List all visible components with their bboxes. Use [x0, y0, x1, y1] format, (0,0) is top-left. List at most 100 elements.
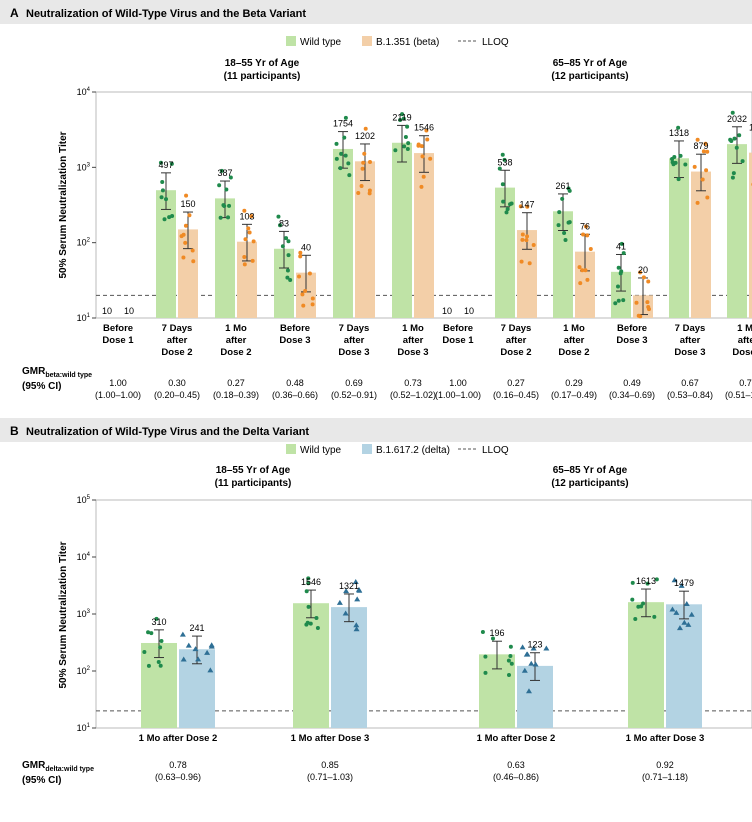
panel-a-gmr-value: 1.00 [449, 378, 467, 388]
panel-a-value-label-wild-type: 41 [616, 241, 626, 251]
panel-a-bar-wild-type [156, 190, 176, 318]
panel-b-point-variant [688, 611, 695, 617]
panel-a-point-wild-type [393, 148, 398, 153]
panel-a-gmr-label: GMRbeta:wild type [22, 366, 92, 379]
panel-b-point-variant [681, 619, 688, 625]
panel-a-x-tick-label: Dose 3 [338, 347, 369, 358]
panel-a-point-wild-type [228, 175, 233, 180]
panel-a-gmr-ci: (0.34–0.69) [609, 390, 655, 400]
panel-a-point-wild-type [221, 203, 226, 208]
panel-a-letter: A [10, 6, 19, 20]
panel-a-y-tick-label: 101 [77, 313, 91, 323]
panel-a-value-label-wild-type: 2119 [392, 112, 411, 122]
panel-a-y-tick-base: 10 [77, 238, 87, 248]
panel-a-point-wild-type [338, 166, 343, 171]
panel-b-value-label-variant: 123 [527, 640, 542, 650]
panel-a-point-variant [705, 195, 710, 200]
panel-b-point-variant [528, 660, 535, 666]
panel-a-point-variant [242, 255, 247, 260]
panel-a-point-variant [181, 255, 186, 260]
legend-a-lloq-label: LLOQ [482, 37, 509, 48]
panel-a-point-variant [242, 208, 247, 213]
panel-b-point-wild-type [314, 616, 319, 621]
panel-a-point-variant [298, 250, 303, 255]
panel-a-point-variant [519, 259, 524, 264]
panel-b-gmr-label: GMRdelta:wild type [22, 760, 94, 773]
panel-a-point-variant [580, 268, 585, 273]
panel-b-point-variant [543, 645, 550, 651]
panel-a-point-variant [701, 149, 706, 154]
panel-a-point-variant [361, 160, 366, 165]
panel-a-point-variant [704, 168, 709, 173]
panel-a-point-wild-type [217, 183, 222, 188]
panel-a-point-variant [424, 128, 429, 133]
panel-a-bar-wild-type [333, 148, 353, 318]
panel-a-gmr-ci: (0.52–0.91) [331, 390, 377, 400]
panel-a-value-label-variant: 150 [180, 199, 195, 209]
panel-a-point-variant [581, 232, 586, 237]
panel-b-point-wild-type [508, 644, 513, 649]
panel-a-point-variant [700, 177, 705, 182]
panel-a-bar-wild-type [611, 271, 631, 318]
panel-b-title: Neutralization of Wild-Type Virus and th… [26, 426, 309, 438]
panel-a-point-wild-type [158, 160, 163, 165]
panel-b-point-wild-type [142, 649, 147, 654]
panel-a-group-young-sub: (11 participants) [224, 71, 301, 82]
panel-a-value-label-variant: 1567 [749, 122, 752, 132]
panel-a-point-wild-type [615, 284, 620, 289]
panel-a-point-variant [300, 292, 305, 297]
panel-a-y-tick-base: 10 [77, 162, 87, 172]
panel-a-gmr-value: 0.73 [404, 378, 422, 388]
panel-b-point-variant [353, 626, 360, 632]
panel-b-point-variant [195, 656, 202, 662]
panel-a-x-tick-label: Dose 2 [558, 347, 589, 358]
panel-b-point-wild-type [483, 670, 488, 675]
panel-b-point-wild-type [149, 631, 154, 636]
panel-a-point-variant [310, 296, 315, 301]
panel-a-point-wild-type [730, 175, 735, 180]
panel-b-point-wild-type [304, 589, 309, 594]
panel-a-value-label-variant: 40 [301, 242, 311, 252]
legend-a-beta-swatch [362, 36, 372, 46]
panel-a-value-label-variant: 10 [124, 306, 134, 316]
panel-a-point-variant [419, 184, 424, 189]
legend-a-wild-swatch [286, 36, 296, 46]
panel-a-point-wild-type [497, 166, 502, 171]
panel-a-point-variant [585, 277, 590, 282]
panel-a-value-label-wild-type: 83 [279, 218, 289, 228]
panel-a-point-wild-type [729, 139, 734, 144]
panel-a-x-tick-label: Before [617, 323, 647, 334]
panel-a-value-label-wild-type: 261 [555, 181, 570, 191]
panel-a-y-axis-label: 50% Serum Neutralization Titer [58, 131, 69, 278]
panel-a-bar-wild-type [215, 198, 235, 318]
panel-b-ci-label: (95% CI) [22, 775, 61, 786]
panel-a-value-label-wild-type: 10 [102, 306, 112, 316]
panel-a-point-variant [421, 174, 426, 179]
panel-b-x-tick-label: 1 Mo after Dose 3 [291, 733, 370, 744]
panel-a-point-wild-type [343, 153, 348, 158]
panel-b-letter: B [10, 424, 19, 438]
panel-b-gmr-subscript: delta:wild type [45, 766, 94, 773]
panel-a-point-variant [419, 144, 424, 149]
panel-b-point-wild-type [315, 625, 320, 630]
panel-a-bar-variant [296, 272, 316, 318]
panel-a-gmr-value: 0.29 [565, 378, 583, 388]
panel-b-point-variant [530, 645, 537, 651]
panel-a-x-tick-label: after [564, 335, 585, 346]
panel-a-point-variant [583, 268, 588, 273]
panel-a-point-wild-type [400, 112, 405, 117]
panel-a-bar-wild-type [495, 187, 515, 318]
panel-a-x-tick-label: after [738, 335, 752, 346]
panel-a-point-wild-type [403, 134, 408, 139]
panel-b-point-variant [208, 642, 215, 648]
panel-a-gmr-ci: (0.36–0.66) [272, 390, 318, 400]
panel-a-point-variant [525, 234, 530, 239]
panel-a-point-wild-type [673, 160, 678, 165]
panel-a-point-wild-type [160, 179, 165, 184]
panel-a-point-wild-type [616, 265, 621, 270]
panel-b-point-variant [336, 599, 343, 605]
panel-a-x-tick-label: Dose 2 [500, 347, 531, 358]
panel-a-point-wild-type [619, 241, 624, 246]
panel-b-point-variant [342, 610, 349, 616]
